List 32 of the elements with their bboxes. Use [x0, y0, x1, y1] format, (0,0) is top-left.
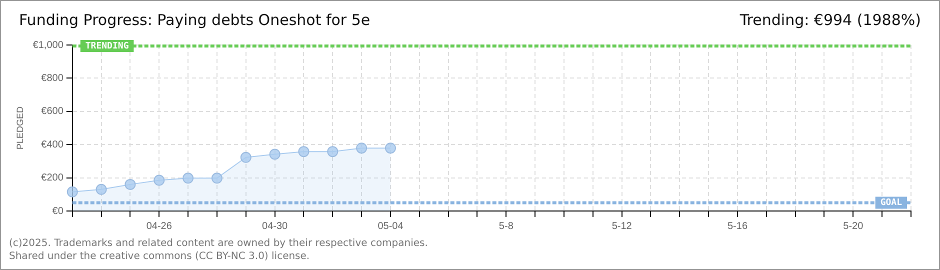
y-tick-label: €800 — [41, 72, 64, 84]
x-tick-label: 05-04 — [378, 220, 404, 232]
y-tick-label: €0 — [52, 206, 64, 217]
point — [66, 186, 78, 198]
text: Shared under the creative commons (CC BY-NC 3.0) license. — [9, 250, 311, 263]
chart-subtitle: Trending: €994 (1988%) — [740, 11, 921, 29]
chart-title: Funding Progress: Paying debts Oneshot for 5e — [19, 11, 370, 29]
ref-line-label: GOAL — [880, 198, 903, 208]
point — [182, 172, 194, 184]
y-tick-label: €1,000 — [32, 40, 64, 51]
y-tick-label: €400 — [41, 139, 64, 150]
x-tick-label: 5-16 — [727, 220, 748, 232]
ref-line-label: TRENDING — [85, 41, 129, 52]
x-tick-label: 04-26 — [146, 220, 172, 232]
point — [269, 148, 280, 160]
point — [327, 146, 338, 158]
point — [96, 184, 107, 195]
point — [211, 172, 222, 184]
y-tick-label: €200 — [41, 172, 64, 184]
point — [384, 142, 396, 154]
x-tick-label: 5-12 — [612, 220, 632, 232]
x-tick-label: 04-30 — [262, 220, 288, 232]
text: (c)2025. Trademarks and related content are owned by their respective companies. — [9, 237, 428, 250]
point — [298, 146, 310, 158]
point — [240, 152, 252, 163]
point — [154, 174, 165, 186]
x-tick-label: 5-20 — [843, 220, 864, 232]
y-axis-title: PLEDGED — [14, 106, 25, 150]
point — [356, 142, 368, 154]
y-tick-label: €600 — [41, 106, 64, 118]
point — [124, 178, 136, 190]
x-tick-label: 5-8 — [498, 220, 514, 232]
